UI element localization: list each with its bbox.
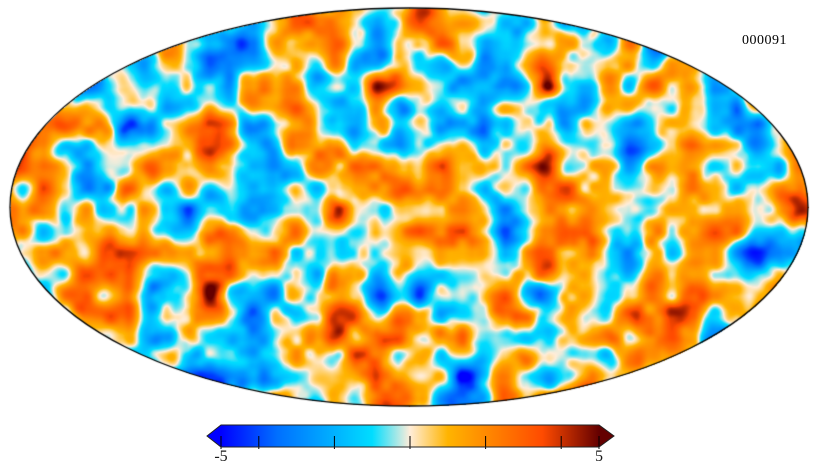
colorbar-min-label: -5 bbox=[214, 448, 228, 465]
realization-number-label: 000091 bbox=[742, 33, 787, 48]
colorbar-max-label: 5 bbox=[595, 448, 603, 465]
